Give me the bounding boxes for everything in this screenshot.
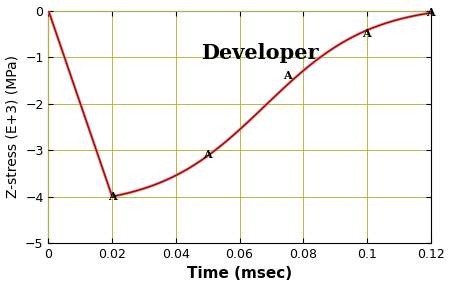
Text: A: A [108, 191, 117, 202]
Text: A: A [363, 28, 371, 39]
Text: A: A [426, 7, 435, 18]
X-axis label: Time (msec): Time (msec) [187, 266, 292, 282]
Text: A: A [203, 149, 212, 160]
Text: Developer: Developer [201, 43, 319, 63]
Y-axis label: Z-stress (E+3) (MPa): Z-stress (E+3) (MPa) [5, 55, 19, 198]
Text: A: A [283, 70, 292, 81]
